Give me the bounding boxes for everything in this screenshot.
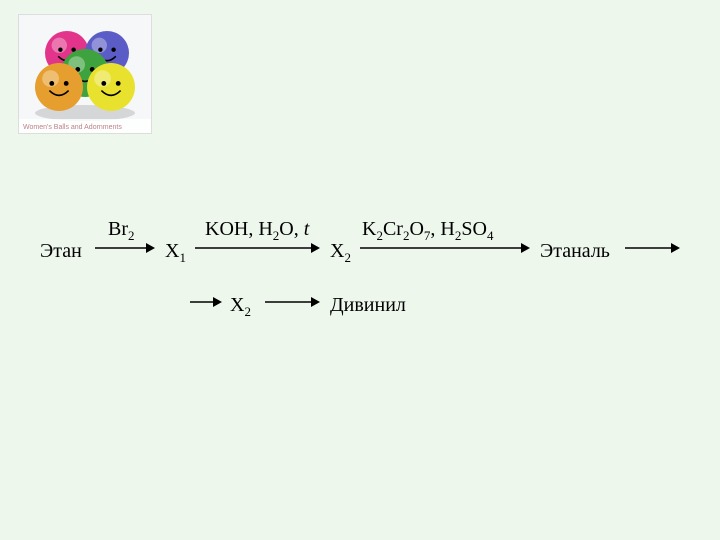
- label-base: X: [165, 240, 179, 262]
- label-sub: 1: [179, 250, 186, 265]
- label-sub: 2: [244, 304, 251, 319]
- compound-divinyl: Дивинил: [330, 294, 406, 317]
- label-base: X: [330, 240, 344, 262]
- reagent-br2: Br2: [108, 218, 135, 244]
- compound-ethanal: Этаналь: [540, 240, 610, 263]
- label-base: X: [230, 294, 244, 316]
- reaction-arrow: [95, 242, 155, 254]
- reagent-k2cr2o7: K2Cr2O7, H2SO4: [362, 218, 493, 244]
- label: Этан: [40, 240, 82, 262]
- thumbnail-image: Women's Balls and Adornments: [18, 14, 152, 134]
- label-sub: 2: [344, 250, 351, 265]
- compound-x2-second: X2: [230, 294, 251, 320]
- reaction-arrow: [625, 242, 680, 254]
- reaction-arrow: [195, 242, 320, 254]
- svg-text:Women's Balls and Adornments: Women's Balls and Adornments: [23, 124, 122, 131]
- label: Этаналь: [540, 240, 610, 262]
- reagent-koh-h2o: KOH, H2O, t: [205, 218, 309, 244]
- compound-x2: X2: [330, 240, 351, 266]
- reaction-arrow: [360, 242, 530, 254]
- reaction-arrow: [265, 296, 320, 308]
- compound-x1: X1: [165, 240, 186, 266]
- label: Дивинил: [330, 294, 406, 316]
- compound-ethane: Этан: [40, 240, 82, 263]
- slide: Women's Balls and Adornments Этан X1 X2 …: [0, 0, 720, 540]
- reaction-arrow: [190, 296, 222, 308]
